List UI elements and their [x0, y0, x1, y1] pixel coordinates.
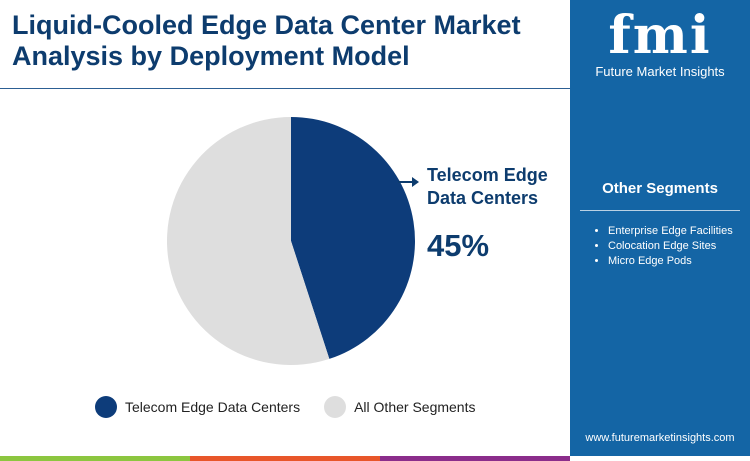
annotation-label-line2: Data Centers: [427, 188, 539, 208]
annotation-label-line1: Telecom Edge: [427, 165, 548, 185]
annotation-value: 45%: [427, 228, 490, 263]
other-segments-title: Other Segments: [602, 180, 718, 197]
arrow-head-icon: [412, 177, 419, 187]
footer-bar-orange: [190, 456, 380, 461]
annotation-label: Telecom Edge Data Centers: [427, 164, 548, 210]
list-item: Colocation Edge Sites: [608, 239, 733, 254]
title-divider: [0, 88, 570, 89]
legend-swatch-other: [324, 396, 347, 418]
website-url[interactable]: www.futuremarketinsights.com: [585, 432, 735, 444]
list-item: Enterprise Edge Facilities: [608, 224, 733, 239]
footer-color-bar: [0, 456, 750, 461]
logo-mark: fmi: [608, 5, 712, 66]
other-segments-divider: [580, 210, 740, 211]
pie-slice-other: [166, 117, 330, 366]
chart-title: Liquid-Cooled Edge Data Center Market An…: [12, 10, 521, 71]
footer-bar-green: [0, 456, 190, 461]
legend-label-telecom: Telecom Edge Data Centers: [125, 399, 301, 415]
side-panel: fmi Future Market Insights Other Segment…: [570, 0, 750, 456]
fmi-logo: fmi Future Market Insights: [570, 5, 750, 80]
list-item: Micro Edge Pods: [608, 254, 733, 269]
other-segments-list: Enterprise Edge Facilities Colocation Ed…: [592, 224, 733, 269]
footer-bar-purple: [380, 456, 570, 461]
logo-text: Future Market Insights: [595, 64, 725, 79]
pie-slice-telecom: [291, 117, 415, 359]
legend-swatch-telecom: [95, 396, 117, 418]
legend: Telecom Edge Data Centers All Other Segm…: [95, 396, 475, 418]
legend-label-other: All Other Segments: [354, 399, 476, 415]
pie-chart: [166, 117, 419, 366]
